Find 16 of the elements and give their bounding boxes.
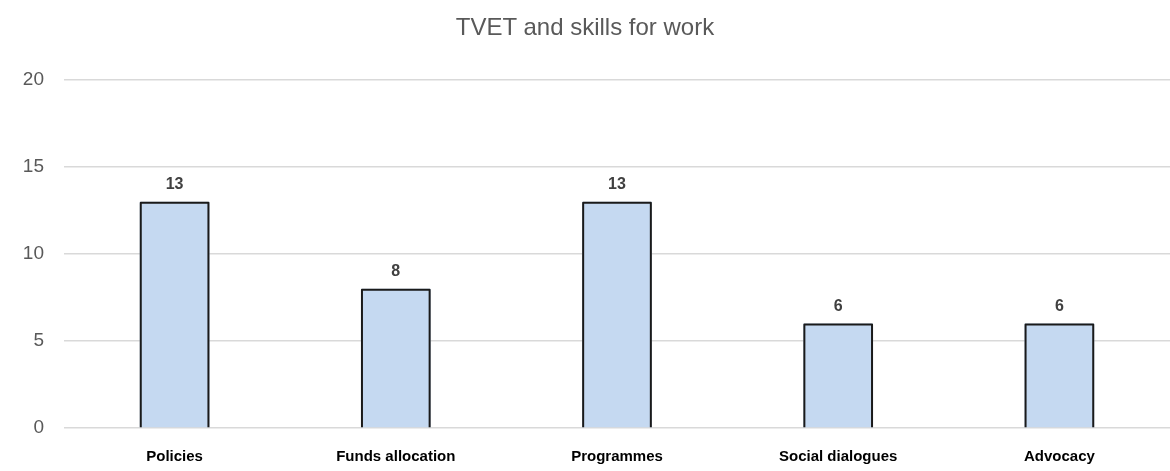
data-label: 6 [1054,296,1064,314]
data-label: 8 [391,262,401,280]
y-tick-label: 0 [33,416,44,438]
data-label: 13 [608,175,626,193]
y-tick-label: 10 [22,242,44,264]
y-tick-label: 5 [33,329,44,351]
x-tick-label: Funds allocation [336,447,456,465]
y-tick-label: 20 [22,68,44,90]
chart-title: TVET and skills for work [455,13,716,41]
data-label: 6 [833,296,843,314]
x-tick-label: Programmes [571,447,663,465]
x-tick-label: Policies [146,447,203,465]
y-tick-label: 15 [22,155,44,177]
data-label: 13 [165,175,184,193]
x-tick-label: Social dialogues [779,447,898,465]
x-tick-label: Advocacy [1023,447,1096,465]
